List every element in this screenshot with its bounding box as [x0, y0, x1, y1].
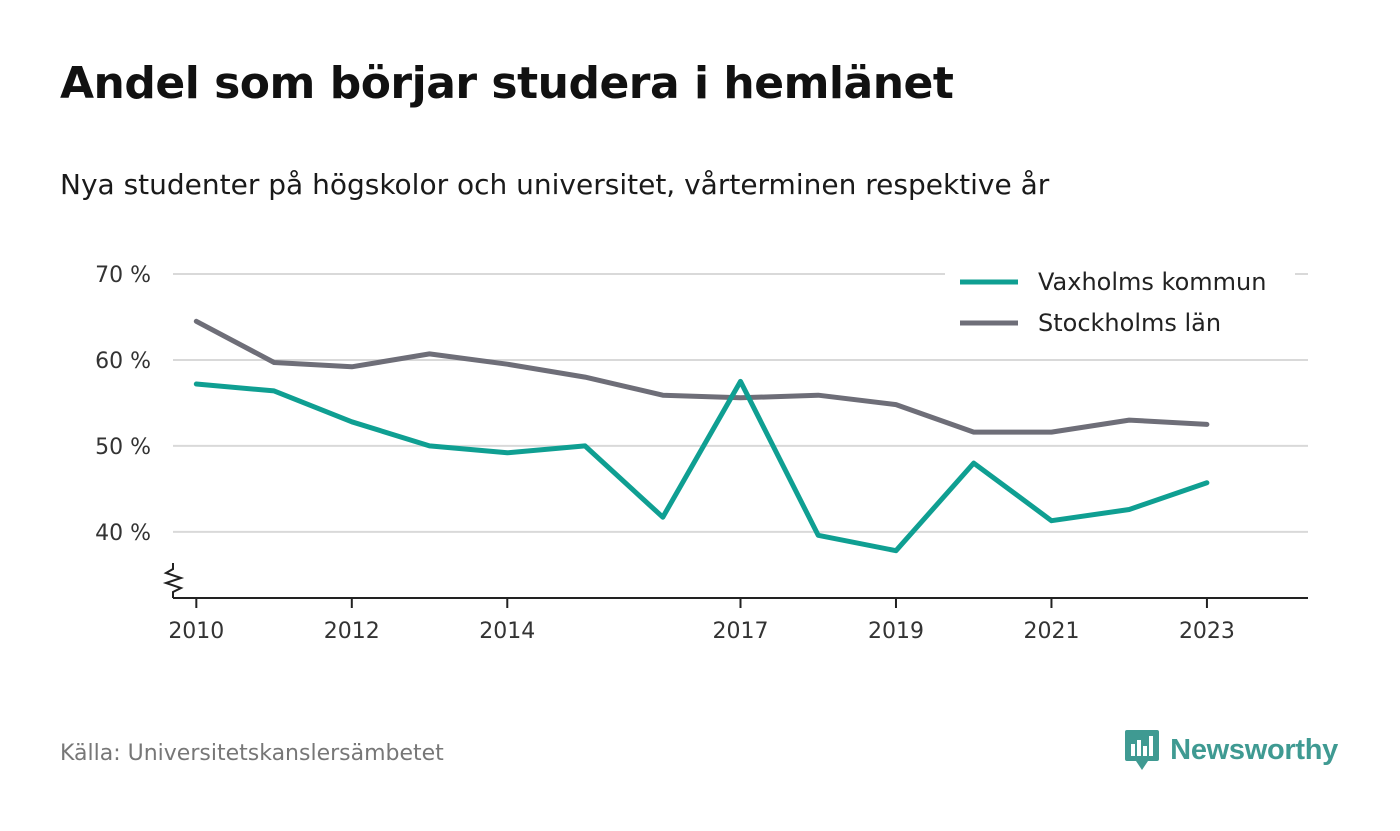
series-line — [193, 318, 1210, 435]
y-axis-break-icon — [162, 563, 185, 598]
brand-logo[interactable]: Newsworthy — [1124, 728, 1338, 772]
series-lines — [193, 318, 1210, 554]
y-tick-label: 50 % — [95, 435, 151, 460]
legend-label: Vaxholms kommun — [1038, 268, 1266, 296]
x-axis-ticks: 2010 2012 2014 2017 2019 2021 2023 — [168, 598, 1235, 644]
y-tick-label: 40 % — [95, 521, 151, 546]
source-note: Källa: Universitetskanslersämbetet — [60, 741, 444, 766]
y-tick-label: 70 % — [95, 263, 151, 288]
legend-background — [945, 258, 1295, 346]
x-tick-label: 2021 — [1023, 619, 1079, 644]
chart-subtitle: Nya studenter på högskolor och universit… — [60, 168, 1050, 201]
series-line — [193, 378, 1210, 554]
brand-name: Newsworthy — [1170, 733, 1338, 766]
x-tick-label: 2019 — [868, 619, 924, 644]
axes — [162, 563, 1308, 599]
x-tick-label: 2017 — [713, 619, 769, 644]
chart-title: Andel som börjar studera i hemlänet — [60, 58, 954, 109]
x-tick-label: 2023 — [1179, 619, 1235, 644]
x-tick-label: 2014 — [479, 619, 535, 644]
y-tick-label: 60 % — [95, 349, 151, 374]
y-axis-ticks: 40 % 50 % 60 % 70 % — [95, 263, 151, 546]
x-tick-label: 2010 — [168, 619, 224, 644]
legend-label: Stockholms län — [1038, 309, 1221, 337]
x-tick-label: 2012 — [324, 619, 380, 644]
newsworthy-logo-icon — [1125, 730, 1160, 770]
legend: Vaxholms kommun Stockholms län — [945, 258, 1295, 346]
